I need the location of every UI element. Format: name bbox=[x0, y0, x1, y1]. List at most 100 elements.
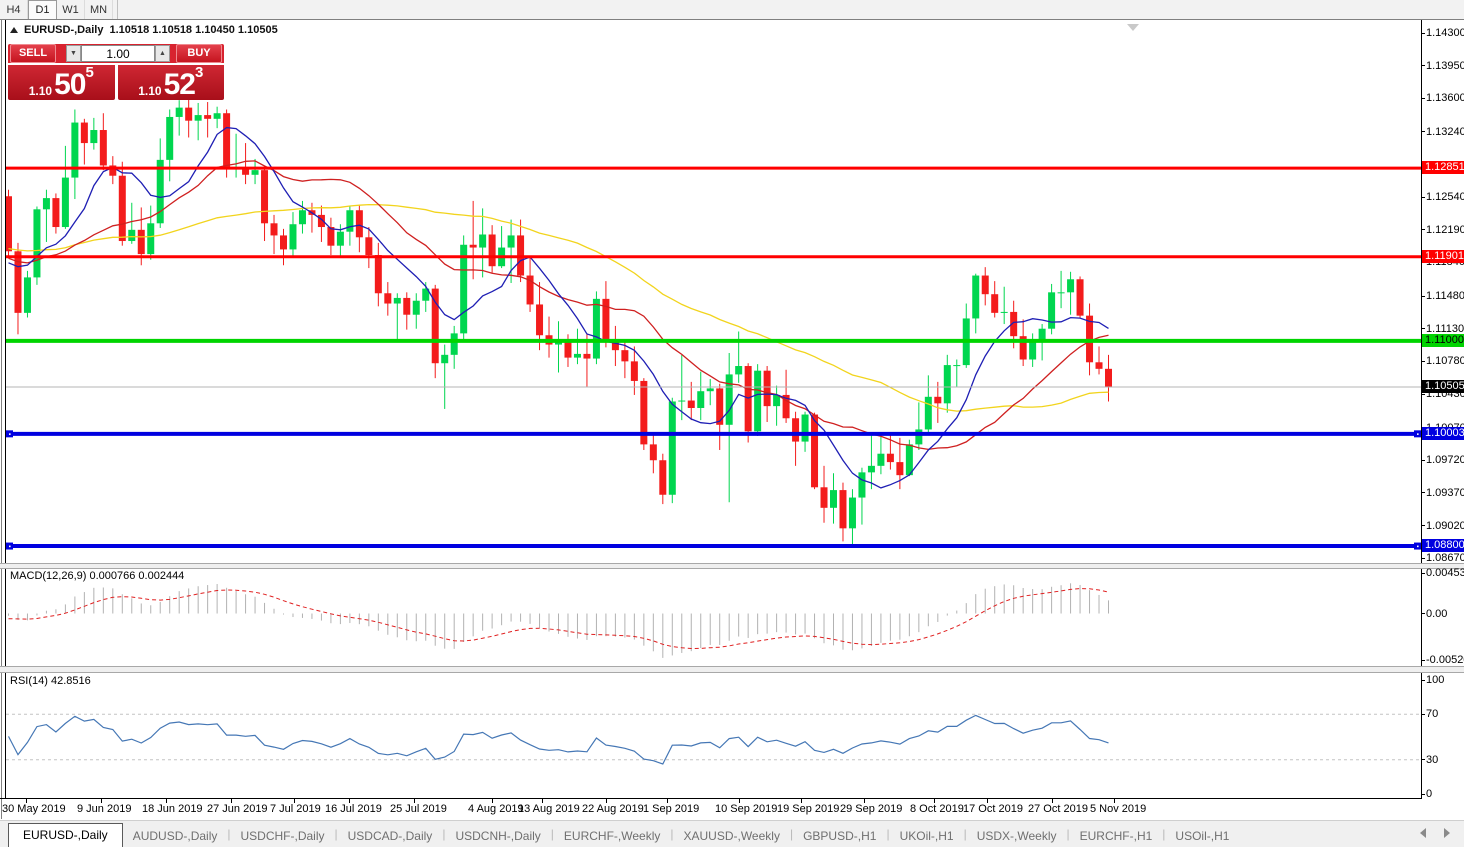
time-axis-label: 19 Sep 2019 bbox=[777, 803, 840, 815]
rsi-indicator-label: RSI(14) 42.8516 bbox=[10, 675, 91, 687]
candle-body bbox=[839, 490, 847, 529]
timeframe-button-w1[interactable]: W1 bbox=[57, 0, 85, 19]
chart-shift-marker-icon[interactable] bbox=[1127, 24, 1139, 31]
candles-layer bbox=[6, 96, 1112, 547]
price-axis-tick bbox=[1421, 557, 1425, 559]
rsi-axis-label: 30 bbox=[1426, 753, 1439, 766]
candle-body bbox=[792, 418, 800, 442]
price-axis-tick bbox=[1421, 459, 1425, 461]
chart-tab-usdchf-daily[interactable]: USDCHF-,Daily bbox=[240, 829, 325, 843]
tab-separator: | bbox=[1066, 826, 1070, 841]
candle-body bbox=[327, 227, 335, 246]
macd-axis-label: 0.00 bbox=[1426, 607, 1448, 620]
chart-tab-xauusd-weekly[interactable]: XAUUSD-,Weekly bbox=[683, 829, 780, 843]
pane-splitter-macd[interactable] bbox=[0, 563, 1464, 569]
chart-tab-eurchf-h1[interactable]: EURCHF-,H1 bbox=[1079, 829, 1153, 843]
line-handle-dot bbox=[9, 545, 11, 548]
candle-body bbox=[213, 113, 221, 119]
ma-fast-line bbox=[8, 126, 1109, 489]
tab-separator: | bbox=[227, 826, 231, 841]
candle-body bbox=[52, 198, 60, 228]
candle-body bbox=[384, 293, 392, 304]
chart-tab-ukoil-h1[interactable]: UKOil-,H1 bbox=[899, 829, 954, 843]
line-handle-dot bbox=[9, 433, 11, 435]
macd-pane-canvas[interactable] bbox=[6, 567, 1421, 663]
price-axis-tick bbox=[1421, 65, 1425, 67]
time-axis-tick bbox=[1052, 799, 1053, 803]
chart-tab-gbpusd-h1[interactable]: GBPUSD-,H1 bbox=[803, 829, 877, 843]
tab-separator: | bbox=[789, 826, 794, 841]
candle-body bbox=[716, 388, 724, 425]
candle-body bbox=[811, 414, 819, 488]
timeframe-button-h4[interactable]: H4 bbox=[0, 0, 28, 19]
candle-body bbox=[678, 400, 686, 402]
candle-body bbox=[431, 288, 439, 364]
chart-tab-audusd-daily[interactable]: AUDUSD-,Daily bbox=[132, 829, 218, 843]
candle-body bbox=[1038, 328, 1046, 341]
bid-price-prefix: 1.10 bbox=[28, 84, 53, 98]
candle-body bbox=[346, 210, 354, 232]
rsi-axis-label: 70 bbox=[1426, 708, 1439, 721]
price-axis-label: 1.10780 bbox=[1426, 355, 1464, 368]
rsi-pane-canvas[interactable] bbox=[6, 672, 1421, 798]
candle-body bbox=[289, 224, 297, 250]
time-axis-label: 9 Jun 2019 bbox=[77, 803, 132, 815]
price-axis-label: 1.13950 bbox=[1426, 59, 1464, 72]
price-axis-label: 1.09370 bbox=[1426, 486, 1464, 499]
bid-quote-button[interactable]: 1.10 50 5 bbox=[8, 65, 115, 100]
price-axis-label: 1.11130 bbox=[1426, 322, 1464, 335]
time-axis-tick bbox=[667, 799, 668, 803]
ask-quote-button[interactable]: 1.10 52 3 bbox=[117, 65, 224, 100]
price-axis-label: 1.09020 bbox=[1426, 519, 1464, 532]
chart-tab-usdcad-daily[interactable]: USDCAD-,Daily bbox=[347, 829, 433, 843]
volume-increase-button[interactable]: ▲ bbox=[155, 45, 170, 62]
candle-body bbox=[185, 107, 193, 121]
ask-price-prefix: 1.10 bbox=[138, 84, 162, 98]
candle-body bbox=[1067, 279, 1075, 293]
chart-border-left bbox=[5, 20, 6, 799]
tab-scroll-right-icon[interactable] bbox=[1444, 828, 1450, 838]
candle-body bbox=[118, 175, 126, 242]
candle-body bbox=[1000, 311, 1008, 313]
sell-button[interactable]: SELL bbox=[10, 44, 56, 63]
tab-separator: | bbox=[442, 826, 446, 841]
candle-body bbox=[867, 465, 875, 473]
candle-body bbox=[1095, 362, 1103, 369]
candle-body bbox=[924, 396, 932, 430]
buy-button[interactable]: BUY bbox=[176, 44, 222, 63]
candle-body bbox=[223, 113, 231, 169]
collapse-panel-icon[interactable] bbox=[10, 27, 18, 33]
chart-tab-eurchf-weekly[interactable]: EURCHF-,Weekly bbox=[563, 829, 661, 843]
time-axis-label: 17 Oct 2019 bbox=[963, 803, 1023, 815]
chart-tab-usdx-weekly[interactable]: USDX-,Weekly bbox=[976, 829, 1057, 843]
chart-tab-usoil-h1[interactable]: USOil-,H1 bbox=[1175, 829, 1230, 843]
candle-body bbox=[147, 223, 155, 255]
candle-body bbox=[602, 298, 610, 341]
candle-body bbox=[166, 116, 174, 160]
rsi-axis-label: 0 bbox=[1426, 788, 1433, 800]
price-axis-tick bbox=[1421, 131, 1425, 133]
price-axis-tick bbox=[1421, 295, 1425, 297]
time-axis-tick bbox=[864, 799, 865, 803]
price-axis-label: 1.12190 bbox=[1426, 223, 1464, 236]
volume-input[interactable] bbox=[81, 45, 155, 62]
candle-body bbox=[592, 298, 600, 359]
tab-separator: | bbox=[550, 826, 554, 841]
main-chart-canvas[interactable] bbox=[6, 21, 1421, 563]
chart-tab-usdcnh-daily[interactable]: USDCNH-,Daily bbox=[455, 829, 541, 843]
bid-price-main: 50 bbox=[54, 68, 86, 101]
bid-price-pip: 5 bbox=[85, 64, 94, 81]
candle-body bbox=[621, 350, 629, 362]
pane-splitter-rsi[interactable] bbox=[0, 666, 1464, 673]
timeframe-button-d1[interactable]: D1 bbox=[28, 0, 57, 19]
chart-tab-eurusd-daily[interactable]: EURUSD-,Daily bbox=[8, 823, 123, 847]
candle-body bbox=[763, 370, 771, 407]
timeframe-button-mn[interactable]: MN bbox=[85, 0, 113, 19]
candle-body bbox=[355, 210, 363, 238]
volume-decrease-button[interactable]: ▼ bbox=[66, 45, 81, 62]
candle-body bbox=[896, 462, 904, 476]
tab-scroll-left-icon[interactable] bbox=[1420, 828, 1426, 838]
price-level-badge: 1.10003 bbox=[1422, 426, 1464, 440]
time-axis-label: 18 Jun 2019 bbox=[142, 803, 203, 815]
candle-body bbox=[61, 177, 69, 228]
